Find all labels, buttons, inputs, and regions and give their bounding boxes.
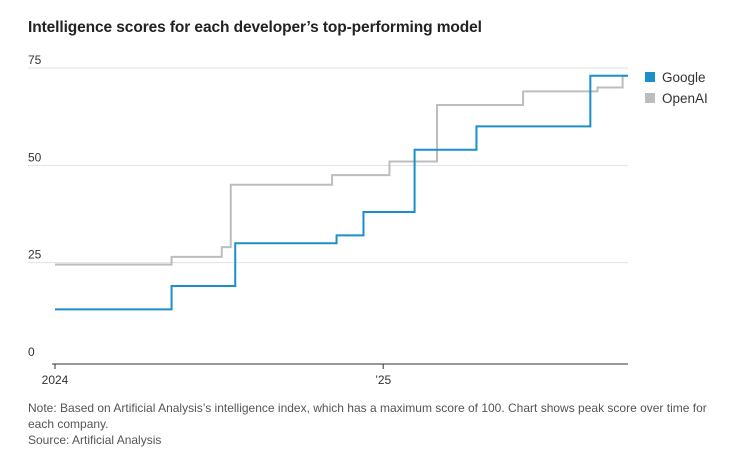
legend-swatch-google	[645, 72, 655, 82]
x-tick-label: ’25	[375, 373, 391, 387]
y-axis: 0 25 50 75	[28, 53, 42, 359]
series-line-google	[55, 74, 628, 311]
chart: 0 25 50 75 2024 ’25 Google OpenAI	[28, 53, 708, 387]
x-axis: 2024 ’25	[42, 363, 628, 387]
y-tick-label: 75	[28, 53, 42, 67]
legend-label-google: Google	[662, 70, 706, 85]
legend-label-openai: OpenAI	[662, 91, 708, 106]
series-lines	[55, 74, 628, 311]
y-tick-label: 25	[28, 248, 42, 262]
chart-source: Source: Artificial Analysis	[28, 433, 162, 447]
chart-title: Intelligence scores for each developer’s…	[28, 19, 482, 36]
x-tick-label: 2024	[42, 373, 69, 387]
y-tick-label: 0	[28, 345, 35, 359]
series-line-openai	[55, 74, 628, 266]
chart-footer: Note: Based on Artificial Analysis’s int…	[28, 400, 728, 448]
legend-swatch-openai	[645, 93, 655, 103]
gridlines	[28, 67, 628, 264]
legend: Google OpenAI	[645, 70, 708, 106]
chart-note: Note: Based on Artificial Analysis’s int…	[28, 401, 707, 431]
y-tick-label: 50	[28, 150, 42, 164]
